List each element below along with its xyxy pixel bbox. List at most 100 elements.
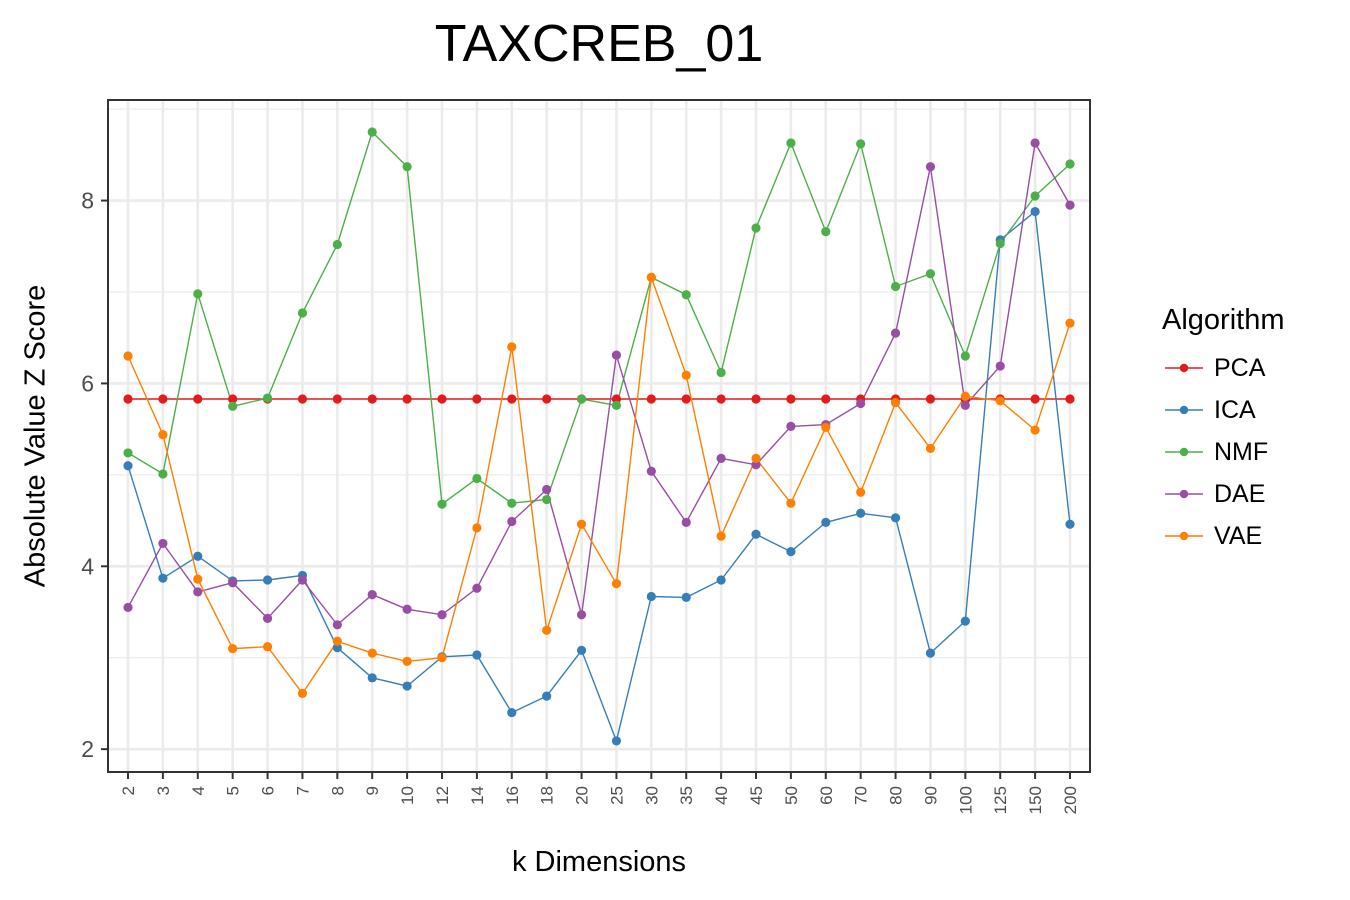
data-point-pca bbox=[716, 394, 726, 404]
y-tick-label: 4 bbox=[81, 553, 94, 579]
legend-label-dae: DAE bbox=[1214, 479, 1266, 508]
data-point-vae bbox=[402, 656, 412, 666]
x-tick-label: 90 bbox=[921, 786, 940, 805]
data-point-ica bbox=[681, 592, 691, 602]
legend-title: Algorithm bbox=[1162, 304, 1285, 336]
data-point-vae bbox=[1030, 425, 1040, 435]
data-point-vae bbox=[995, 396, 1005, 406]
data-point-dae bbox=[262, 613, 273, 624]
x-tick-label: 40 bbox=[712, 786, 731, 805]
data-point-vae bbox=[367, 648, 377, 658]
legend-label-vae: VAE bbox=[1214, 521, 1263, 550]
data-point-dae bbox=[681, 517, 691, 528]
data-point-dae bbox=[751, 460, 761, 470]
chart-title: TAXCREB_01 bbox=[434, 15, 764, 73]
legend-key-vae bbox=[1165, 531, 1203, 541]
data-point-nmf bbox=[158, 469, 168, 479]
data-point-vae bbox=[576, 519, 587, 529]
legend-item-nmf: NMF bbox=[1162, 431, 1285, 473]
data-point-nmf bbox=[262, 393, 273, 403]
data-point-vae bbox=[611, 579, 622, 589]
legend-label-ica: ICA bbox=[1214, 395, 1256, 424]
data-point-dae bbox=[123, 602, 133, 613]
data-point-pca bbox=[1030, 394, 1040, 404]
x-tick-label: 2 bbox=[119, 786, 138, 795]
data-point-ica bbox=[332, 643, 342, 653]
data-point-vae bbox=[472, 523, 482, 533]
data-point-nmf bbox=[960, 351, 970, 361]
x-tick-label: 100 bbox=[956, 786, 975, 814]
data-point-dae bbox=[995, 361, 1005, 371]
legend-key-pca bbox=[1165, 363, 1203, 373]
data-point-ica bbox=[925, 648, 936, 658]
data-point-vae bbox=[925, 443, 936, 453]
data-point-nmf bbox=[856, 139, 866, 149]
data-point-nmf bbox=[786, 138, 796, 148]
x-tick-label: 12 bbox=[433, 786, 452, 805]
x-tick-label: 4 bbox=[189, 786, 208, 795]
data-point-pca bbox=[402, 394, 412, 404]
data-point-nmf bbox=[681, 290, 691, 300]
data-point-nmf bbox=[123, 448, 133, 458]
data-point-pca bbox=[646, 394, 656, 404]
data-point-dae bbox=[228, 578, 238, 588]
data-point-nmf bbox=[1030, 191, 1040, 201]
data-point-vae bbox=[123, 351, 133, 361]
y-axis-label: Absolute Value Z Score bbox=[19, 284, 52, 588]
data-point-vae bbox=[262, 642, 273, 652]
data-point-dae bbox=[890, 328, 901, 338]
data-point-nmf bbox=[472, 473, 482, 484]
data-point-ica bbox=[472, 650, 482, 660]
data-point-pca bbox=[367, 394, 377, 404]
x-tick-label: 8 bbox=[328, 786, 347, 795]
data-point-ica bbox=[123, 461, 133, 471]
series-line-dae bbox=[127, 140, 1071, 626]
x-tick-label: 16 bbox=[503, 786, 522, 805]
data-point-nmf bbox=[925, 269, 936, 279]
data-point-nmf bbox=[193, 289, 203, 299]
data-point-ica bbox=[716, 575, 726, 585]
data-point-vae bbox=[193, 574, 203, 584]
series-line-nmf bbox=[127, 130, 1071, 506]
x-tick-label: 10 bbox=[398, 786, 417, 805]
data-point-dae bbox=[507, 516, 517, 527]
data-point-nmf bbox=[751, 223, 761, 233]
data-point-vae bbox=[960, 391, 970, 401]
x-tick-label: 25 bbox=[607, 786, 626, 805]
data-point-pca bbox=[158, 394, 168, 404]
data-point-pca bbox=[472, 394, 482, 404]
data-point-pca bbox=[786, 394, 796, 404]
data-point-pca bbox=[821, 394, 831, 404]
data-point-vae bbox=[890, 398, 901, 408]
data-point-vae bbox=[1065, 318, 1075, 328]
data-point-ica bbox=[576, 645, 587, 656]
data-point-ica bbox=[158, 573, 168, 583]
data-point-dae bbox=[856, 398, 866, 409]
data-point-dae bbox=[158, 538, 168, 549]
data-point-ica bbox=[611, 736, 622, 746]
legend-item-dae: DAE bbox=[1162, 473, 1285, 515]
data-point-pca bbox=[1065, 394, 1075, 404]
x-tick-label: 5 bbox=[224, 786, 243, 795]
x-tick-label: 200 bbox=[1061, 786, 1080, 814]
x-tick-label: 20 bbox=[573, 786, 592, 805]
data-point-vae bbox=[437, 653, 447, 663]
data-point-nmf bbox=[821, 227, 831, 237]
legend-label-nmf: NMF bbox=[1214, 437, 1269, 466]
x-tick-label: 3 bbox=[154, 786, 173, 795]
x-tick-label: 35 bbox=[677, 786, 696, 805]
legend-key-dae bbox=[1165, 489, 1203, 499]
data-point-ica bbox=[367, 673, 377, 683]
data-point-dae bbox=[960, 400, 970, 410]
legend-item-pca: PCA bbox=[1162, 347, 1285, 389]
data-point-pca bbox=[193, 394, 203, 404]
data-point-dae bbox=[472, 583, 482, 593]
data-point-pca bbox=[542, 394, 552, 404]
x-tick-label: 30 bbox=[642, 786, 661, 805]
data-point-nmf bbox=[890, 281, 901, 292]
data-point-ica bbox=[1065, 519, 1075, 529]
data-point-vae bbox=[542, 625, 552, 635]
x-tick-label: 18 bbox=[538, 786, 557, 805]
data-point-dae bbox=[786, 421, 796, 431]
data-point-dae bbox=[1030, 138, 1040, 148]
